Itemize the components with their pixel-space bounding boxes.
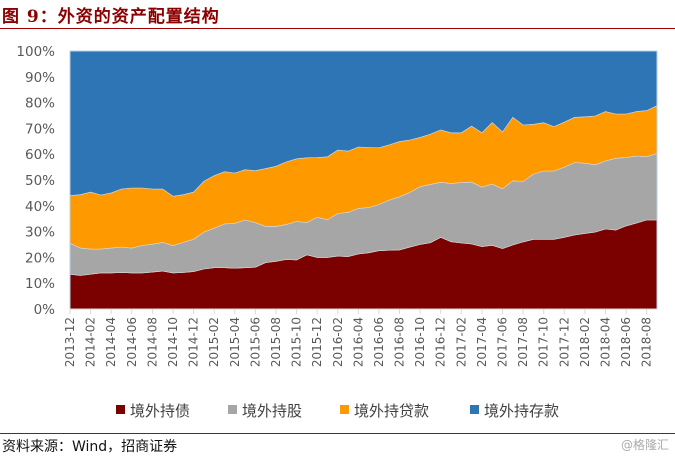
x-tick-label: 2016-04 bbox=[351, 317, 365, 367]
legend-swatch bbox=[116, 405, 125, 414]
x-tick-label: 2017-04 bbox=[475, 317, 489, 367]
x-tick-label: 2017-08 bbox=[516, 317, 530, 367]
x-tick-label: 2016-12 bbox=[434, 317, 448, 367]
y-tick-label: 100% bbox=[16, 44, 55, 60]
x-tick-label: 2016-08 bbox=[393, 317, 407, 367]
footer-divider bbox=[0, 433, 675, 434]
legend-swatch bbox=[470, 405, 479, 414]
figure-title: 图 9：外资的资产配置结构 bbox=[2, 7, 220, 27]
legend-swatch bbox=[340, 405, 349, 414]
x-tick-label: 2015-02 bbox=[207, 317, 221, 367]
x-tick-label: 2015-10 bbox=[290, 317, 304, 367]
x-tick-label: 2015-06 bbox=[248, 317, 262, 367]
x-tick-label: 2018-04 bbox=[599, 317, 613, 367]
x-tick-label: 2014-04 bbox=[104, 317, 118, 367]
x-tick-label: 2013-12 bbox=[63, 317, 77, 367]
x-tick-label: 2017-02 bbox=[454, 317, 468, 367]
x-tick-label: 2015-08 bbox=[269, 317, 283, 367]
x-tick-label: 2018-08 bbox=[640, 317, 654, 367]
x-tick-label: 2014-12 bbox=[187, 317, 201, 367]
x-tick-label: 2018-06 bbox=[619, 317, 633, 367]
title-divider bbox=[0, 28, 675, 29]
y-tick-label: 70% bbox=[25, 121, 55, 137]
x-tick-label: 2014-08 bbox=[145, 317, 159, 367]
legend-item: 境外持贷款 bbox=[340, 402, 429, 420]
legend-label: 境外持存款 bbox=[484, 402, 559, 420]
legend-label: 境外持贷款 bbox=[354, 402, 429, 420]
legend-item: 境外持存款 bbox=[470, 402, 559, 420]
x-axis: 2013-12 2014-02 2014-04 2014-06 2014-08 2014-… bbox=[63, 308, 657, 367]
y-tick-label: 80% bbox=[25, 96, 55, 112]
x-tick-label: 2016-02 bbox=[331, 317, 345, 367]
y-tick-label: 50% bbox=[25, 173, 55, 189]
y-tick-label: 30% bbox=[25, 225, 55, 241]
x-tick-label: 2014-02 bbox=[84, 317, 98, 367]
legend: 境外持债 境外持股 境外持贷款 境外持存款 bbox=[116, 402, 559, 420]
x-tick-label: 2018-02 bbox=[578, 317, 592, 367]
legend-item: 境外持股 bbox=[228, 402, 302, 420]
source-note: 资料来源：Wind，招商证券 bbox=[2, 439, 178, 455]
x-tick-label: 2015-12 bbox=[310, 317, 324, 367]
x-tick-label: 2017-06 bbox=[496, 317, 510, 367]
x-tick-label: 2016-10 bbox=[413, 317, 427, 367]
x-tick-label: 2017-10 bbox=[537, 317, 551, 367]
y-tick-label: 10% bbox=[25, 276, 55, 292]
x-tick-label: 2014-06 bbox=[125, 317, 139, 367]
areas-layer bbox=[69, 50, 658, 310]
y-tick-label: 0% bbox=[34, 302, 56, 318]
x-tick-label: 2014-10 bbox=[166, 317, 180, 367]
y-tick-label: 90% bbox=[25, 70, 55, 86]
legend-item: 境外持债 bbox=[116, 402, 190, 420]
legend-label: 境外持股 bbox=[242, 402, 302, 420]
y-axis: 0% 10% 20% 30% 40% 50% 60% 70% 80% 90% 100% bbox=[16, 44, 55, 318]
legend-label: 境外持债 bbox=[130, 402, 190, 420]
legend-swatch bbox=[228, 405, 237, 414]
y-tick-label: 60% bbox=[25, 147, 55, 163]
watermark: @格隆汇 bbox=[620, 438, 669, 452]
x-tick-label: 2016-06 bbox=[372, 317, 386, 367]
y-tick-label: 20% bbox=[25, 250, 55, 266]
y-tick-label: 40% bbox=[25, 199, 55, 215]
x-tick-label: 2015-04 bbox=[228, 317, 242, 367]
x-tick-label: 2017-12 bbox=[557, 317, 571, 367]
